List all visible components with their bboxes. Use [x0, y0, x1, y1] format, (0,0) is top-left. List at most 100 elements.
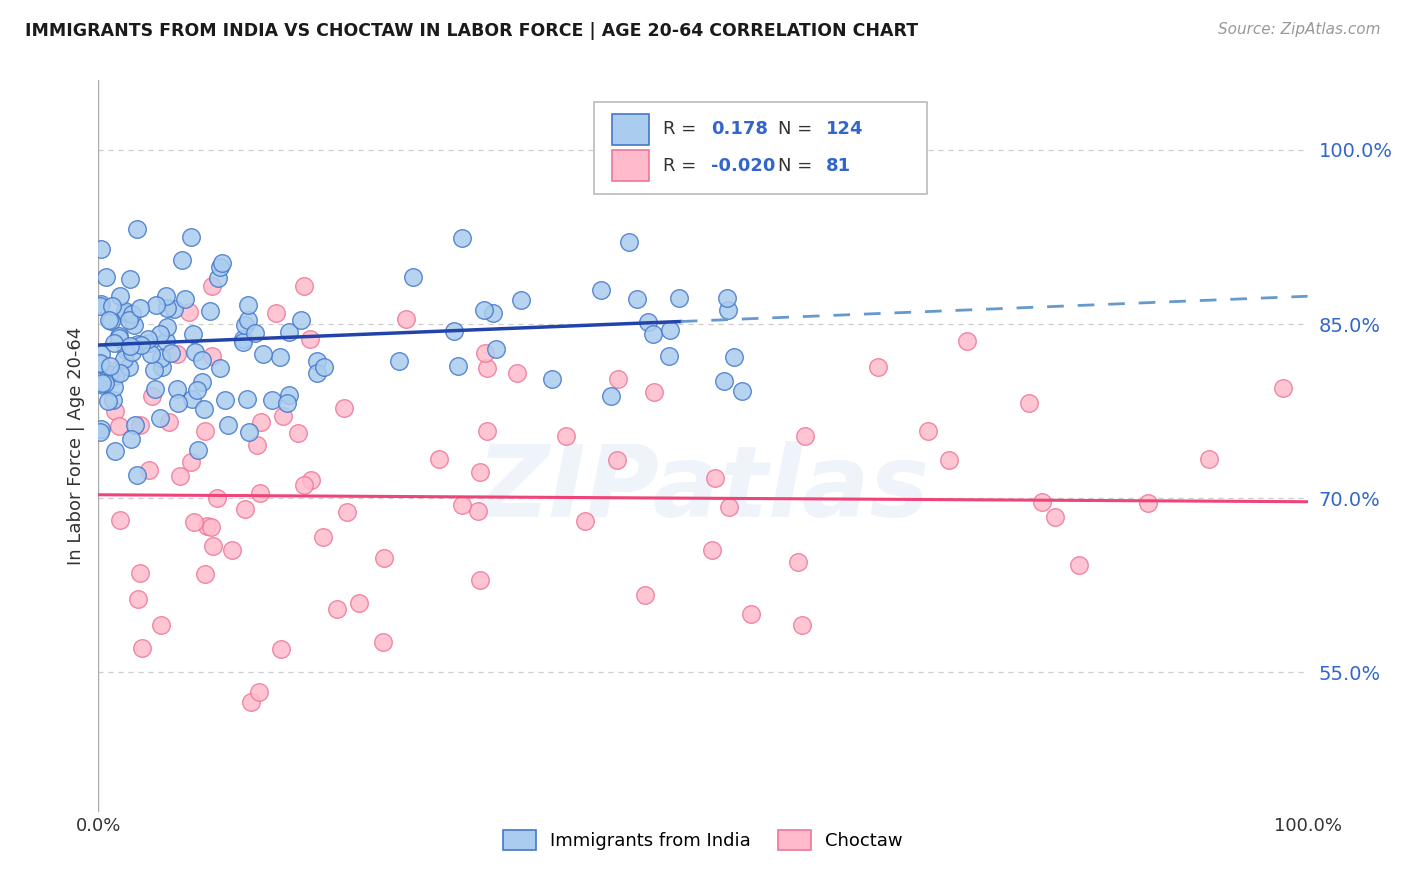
Point: [236, 392, 259, 407]
Point: [429, 452, 451, 467]
Point: [104, 444, 127, 458]
Point: [260, 392, 283, 407]
Point: [510, 293, 533, 308]
Point: [96, 394, 118, 409]
Point: [1043, 510, 1066, 524]
Point: [103, 369, 125, 384]
Text: ZIPatlas: ZIPatlas: [477, 442, 929, 539]
Point: [89, 299, 111, 313]
Point: [643, 327, 665, 342]
Point: [207, 271, 229, 285]
Point: [938, 453, 960, 467]
Point: [252, 347, 274, 361]
Point: [103, 380, 125, 394]
Point: [115, 306, 138, 320]
Text: R =: R =: [664, 120, 702, 138]
Point: [271, 409, 294, 423]
Point: [276, 396, 298, 410]
Point: [121, 344, 143, 359]
Point: [402, 269, 425, 284]
Point: [290, 313, 312, 327]
Point: [122, 318, 145, 332]
Point: [868, 360, 890, 375]
Text: IMMIGRANTS FROM INDIA VS CHOCTAW IN LABOR FORCE | AGE 20-64 CORRELATION CHART: IMMIGRANTS FROM INDIA VS CHOCTAW IN LABO…: [25, 22, 918, 40]
Point: [793, 428, 815, 442]
Point: [236, 312, 259, 326]
Point: [193, 401, 215, 416]
Point: [298, 332, 321, 346]
Point: [246, 437, 269, 451]
Point: [236, 298, 259, 312]
Point: [305, 353, 328, 368]
Point: [956, 334, 979, 348]
Point: [1137, 496, 1160, 510]
Point: [129, 338, 152, 352]
Point: [607, 371, 630, 385]
Point: [606, 453, 628, 467]
Point: [917, 424, 939, 438]
Point: [718, 500, 741, 514]
Point: [103, 392, 125, 407]
Point: [89, 425, 111, 440]
FancyBboxPatch shape: [613, 151, 648, 181]
Point: [120, 432, 142, 446]
Text: R =: R =: [664, 157, 702, 175]
Point: [89, 357, 111, 371]
Point: [150, 618, 173, 632]
Point: [643, 385, 665, 400]
Point: [157, 415, 180, 429]
Point: [127, 592, 149, 607]
Point: [475, 360, 498, 375]
Point: [555, 429, 578, 443]
Point: [266, 306, 288, 320]
Point: [118, 312, 141, 326]
Point: [233, 501, 256, 516]
Point: [97, 367, 120, 381]
Point: [94, 269, 117, 284]
Point: [155, 301, 177, 315]
Point: [202, 539, 225, 553]
Point: [467, 504, 489, 518]
Point: [90, 422, 112, 436]
Point: [191, 375, 214, 389]
Point: [97, 313, 120, 327]
Point: [183, 345, 205, 359]
Point: [208, 361, 231, 376]
Point: [108, 513, 131, 527]
Point: [786, 555, 808, 569]
Point: [149, 351, 172, 365]
Point: [160, 345, 183, 359]
Point: [238, 425, 260, 439]
Point: [474, 346, 496, 360]
Point: [209, 260, 232, 275]
Point: [333, 401, 356, 415]
Point: [100, 313, 122, 327]
Point: [245, 326, 267, 340]
Point: [717, 303, 740, 318]
Point: [150, 359, 173, 374]
Text: 0.178: 0.178: [711, 120, 769, 138]
Point: [277, 325, 299, 339]
Point: [156, 320, 179, 334]
Point: [110, 289, 132, 303]
Point: [128, 566, 150, 581]
Point: [201, 349, 224, 363]
Point: [451, 231, 474, 245]
Point: [131, 640, 153, 655]
Point: [93, 378, 115, 392]
Point: [128, 418, 150, 433]
Point: [108, 366, 131, 380]
Point: [373, 550, 395, 565]
Point: [336, 505, 359, 519]
Point: [626, 292, 648, 306]
Point: [201, 279, 224, 293]
Point: [1272, 381, 1295, 395]
Point: [166, 347, 188, 361]
Point: [269, 350, 291, 364]
Point: [232, 335, 254, 350]
Point: [191, 352, 214, 367]
Point: [447, 359, 470, 373]
Point: [312, 359, 335, 374]
Point: [541, 372, 564, 386]
Point: [180, 455, 202, 469]
